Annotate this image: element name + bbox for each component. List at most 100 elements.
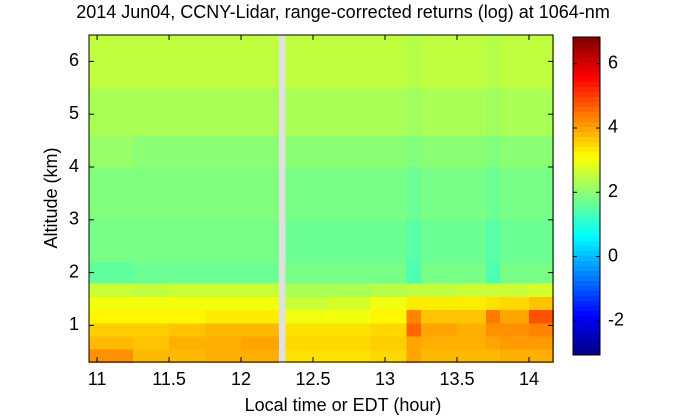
heat-cell: [169, 135, 206, 168]
colorbar-step: [573, 295, 600, 301]
colorbar-step: [573, 106, 600, 113]
colorbar-tick-label: 4: [608, 117, 618, 137]
heat-cell: [285, 335, 328, 350]
heat-cell: [406, 322, 422, 337]
colorbar-step: [573, 66, 600, 73]
heat-cell: [370, 296, 408, 311]
heat-cell: [241, 167, 279, 221]
colorbar-step: [573, 310, 600, 316]
heat-cell: [327, 322, 372, 337]
heat-cell: [205, 283, 242, 297]
colorbar-step: [573, 260, 600, 267]
colorbar-step: [573, 285, 600, 291]
heat-cell: [500, 349, 530, 363]
heat-cell: [420, 296, 458, 311]
heat-cell: [169, 296, 206, 311]
heat-cell: [500, 296, 530, 311]
colorbar-step: [573, 275, 600, 281]
heat-cell: [133, 262, 170, 284]
colorbar-step: [573, 126, 600, 132]
colorbar-step: [573, 51, 600, 58]
colorbar-step: [573, 71, 600, 78]
heat-cell: [205, 135, 242, 168]
heat-cell: [327, 296, 372, 311]
heat-cell: [285, 309, 328, 324]
heat-cell: [485, 309, 501, 324]
heat-cell: [88, 219, 134, 263]
heat-cell: [485, 87, 501, 136]
heat-cell: [169, 219, 206, 263]
heat-cell: [241, 35, 279, 89]
heat-cell: [456, 167, 487, 221]
colorbar-step: [573, 191, 600, 197]
colorbar-step: [573, 200, 600, 207]
heat-cell: [241, 283, 279, 297]
heat-cell: [528, 322, 554, 337]
heat-cell: [205, 349, 242, 363]
heat-cell: [88, 283, 134, 297]
heat-cell: [327, 219, 372, 263]
colorbar-step: [573, 41, 600, 48]
heat-cell: [370, 87, 408, 136]
colorbar-step: [573, 176, 600, 182]
colorbar-step: [573, 181, 600, 187]
heat-cell: [133, 219, 170, 263]
heat-cell: [370, 349, 408, 363]
heat-cell: [241, 135, 279, 168]
heat-cell: [88, 322, 134, 337]
heat-cell: [528, 349, 554, 363]
heat-cell: [456, 335, 487, 350]
heat-cell: [500, 262, 530, 284]
colorbar-step: [573, 196, 600, 202]
heat-cell: [285, 322, 328, 337]
heat-cell: [500, 219, 530, 263]
colorbar-step: [573, 225, 600, 232]
heat-cell: [327, 283, 372, 297]
heat-cell: [485, 167, 501, 221]
colorbar-step: [573, 340, 600, 346]
heat-cell: [88, 309, 134, 324]
x-tick-label: 11: [88, 369, 107, 389]
heat-cell: [169, 322, 206, 337]
colorbar-step: [573, 240, 600, 247]
heat-cell: [133, 349, 170, 363]
colorbar-step: [573, 270, 600, 276]
colorbar-tick-label: 2: [608, 181, 618, 201]
colorbar-step: [573, 230, 600, 237]
colorbar-step: [573, 161, 600, 167]
heat-cell: [370, 167, 408, 221]
heat-cell: [241, 349, 279, 363]
heat-cell: [485, 322, 501, 337]
heat-cell: [528, 219, 554, 263]
heat-cell: [528, 262, 554, 284]
heat-cell: [88, 349, 134, 363]
colorbar-step: [573, 350, 600, 356]
heat-cell: [241, 219, 279, 263]
heat-cell: [88, 335, 134, 350]
heat-cell: [528, 167, 554, 221]
heat-cell: [528, 87, 554, 136]
heat-cell: [133, 283, 170, 297]
heat-cell: [420, 283, 458, 297]
colorbar-step: [573, 210, 600, 217]
heat-cell: [485, 262, 501, 284]
colorbar-step: [573, 335, 600, 341]
heat-cell: [406, 262, 422, 284]
y-tick-label: 2: [69, 261, 79, 281]
heat-cell: [500, 87, 530, 136]
colorbar-frame: [572, 36, 601, 356]
colorbar-step: [573, 215, 600, 222]
colorbar-step: [573, 61, 600, 68]
colorbar-step: [573, 305, 600, 311]
heat-cell: [88, 296, 134, 311]
colorbar-step: [573, 96, 600, 103]
heat-cell: [285, 87, 328, 136]
heat-cell: [420, 349, 458, 363]
x-tick-label: 11.5: [152, 369, 186, 389]
heat-cell: [420, 309, 458, 324]
heat-cell: [241, 309, 279, 324]
colorbar-step: [573, 330, 600, 336]
heat-cell: [406, 87, 422, 136]
colorbar-step: [573, 345, 600, 351]
